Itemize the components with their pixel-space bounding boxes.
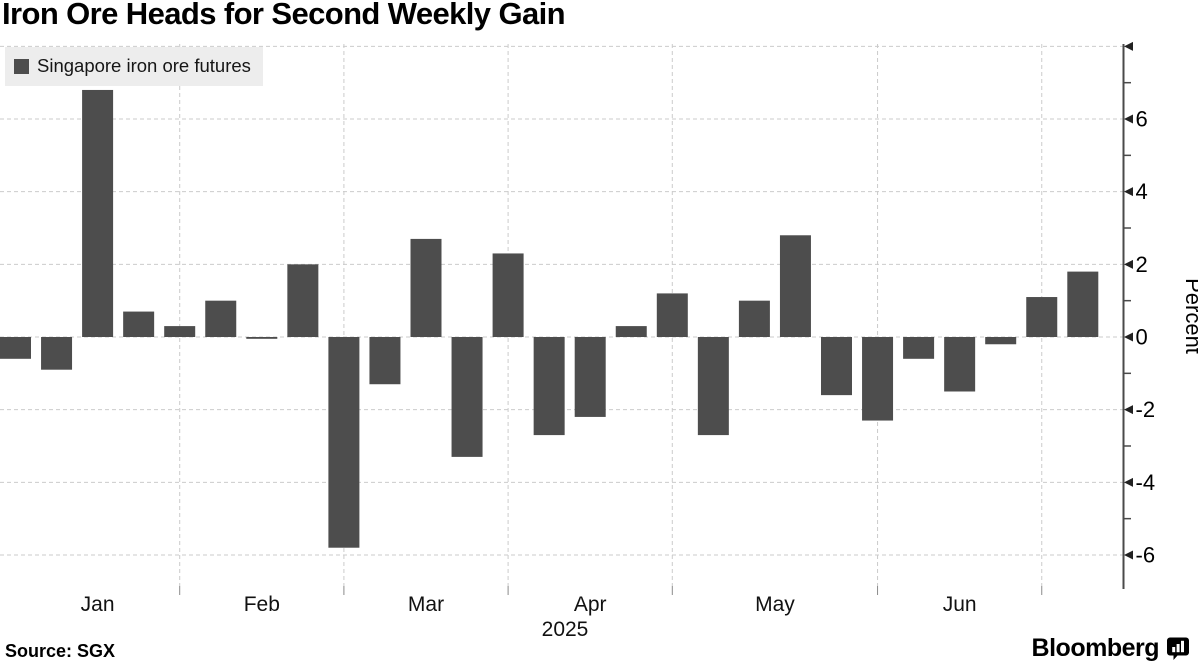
y-axis-arrow-tick [1124, 41, 1133, 51]
bloomberg-chart-bubble-icon [1167, 637, 1189, 660]
bar-week-2025-04-04 [533, 337, 565, 436]
source-text: Source: SGX [5, 641, 116, 661]
x-axis-month-label-jun: Jun [943, 593, 977, 616]
bloomberg-branding: Bloomberg [1032, 636, 1190, 661]
y-axis-arrow-tick [1124, 187, 1133, 197]
y-axis-tick-label: -6 [1136, 542, 1156, 567]
y-axis-arrow-tick [1124, 114, 1133, 124]
bar-week-2025-01-03 [0, 337, 31, 359]
bar-week-2025-03-21 [451, 337, 483, 457]
bar-week-2025-02-07 [205, 300, 237, 337]
y-axis-tick-label: -2 [1136, 397, 1156, 422]
bar-week-2025-05-02 [697, 337, 729, 436]
x-axis-year-label: 2025 [542, 618, 589, 641]
bar-week-2025-03-14 [410, 238, 442, 337]
legend-swatch-icon [14, 58, 29, 74]
legend: Singapore iron ore futures [5, 47, 263, 86]
y-axis-arrow-tick [1124, 259, 1133, 269]
y-axis-arrow-tick [1124, 477, 1133, 487]
bar-week-2025-01-17 [82, 89, 114, 338]
x-axis-month-label-jan: Jan [81, 593, 115, 616]
x-axis-month-label-feb: Feb [244, 593, 280, 616]
x-axis-month-label-may: May [755, 593, 795, 616]
bar-week-2025-01-24 [123, 311, 155, 337]
bar-week-2025-05-23 [821, 337, 852, 396]
y-axis-tick-label: -4 [1136, 470, 1156, 495]
bar-week-2025-01-31 [164, 326, 196, 337]
legend-label: Singapore iron ore futures [37, 55, 251, 76]
bar-week-2025-03-28 [492, 253, 524, 337]
y-axis-tick-label: 0 [1136, 325, 1148, 350]
y-axis-tick-label: 2 [1136, 252, 1148, 277]
x-axis-month-label-apr: Apr [574, 593, 607, 616]
bar-week-2025-03-07 [369, 337, 401, 385]
y-axis-arrow-tick [1124, 332, 1133, 342]
x-axis-month-label-mar: Mar [408, 593, 444, 616]
bar-week-2025-06-20 [985, 337, 1017, 345]
bar-week-2025-02-21 [287, 264, 319, 337]
bar-week-2025-01-10 [41, 337, 73, 370]
bar-week-2025-06-27 [1026, 297, 1058, 337]
bar-week-2025-02-28 [328, 337, 360, 548]
bar-week-2025-05-16 [779, 235, 811, 337]
y-axis-title: Percent [1181, 278, 1198, 354]
bar-week-2025-06-06 [903, 337, 935, 359]
bar-week-2025-05-09 [738, 300, 770, 337]
bar-week-2025-02-14 [246, 337, 278, 339]
bar-week-2025-06-13 [944, 337, 976, 392]
bar-week-2025-05-30 [862, 337, 894, 421]
bloomberg-wordmark: Bloomberg [1031, 634, 1160, 662]
y-axis-arrow-tick [1124, 550, 1133, 560]
bar-week-2025-07-04 [1067, 271, 1099, 337]
y-axis-arrow-tick [1124, 405, 1133, 415]
y-axis-tick-label: 6 [1136, 107, 1148, 132]
y-axis-tick-label: 4 [1136, 179, 1148, 204]
bar-week-2025-04-11 [574, 337, 606, 417]
page-title: Iron Ore Heads for Second Weekly Gain [2, 0, 566, 31]
bar-week-2025-04-25 [656, 293, 688, 337]
bar-week-2025-04-18 [615, 326, 647, 337]
